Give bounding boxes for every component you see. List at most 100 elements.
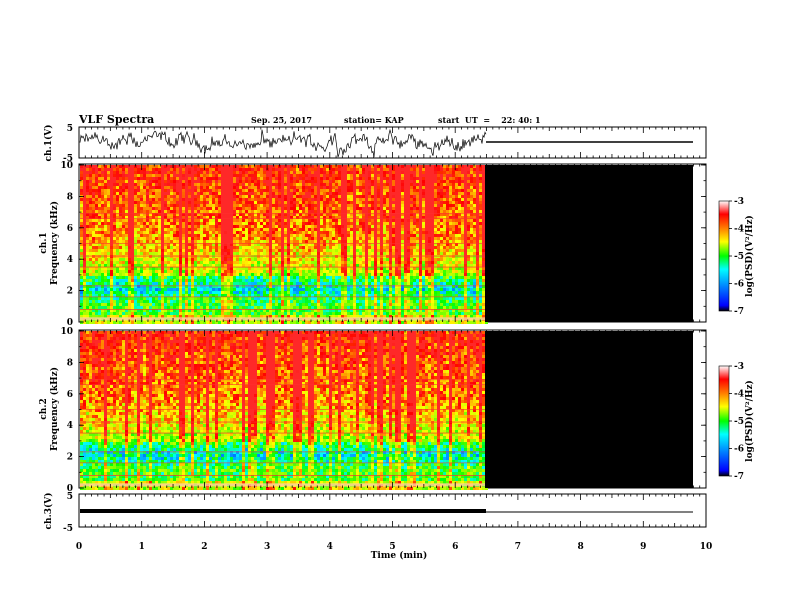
spectrogram-cell [314, 240, 317, 243]
spectrogram-cell [152, 288, 155, 291]
spectrogram-cell [245, 234, 248, 237]
spectrogram-cell [323, 189, 326, 192]
spectrogram-cell [110, 306, 113, 309]
spectrogram-cell [236, 264, 239, 267]
spectrogram-cell [254, 189, 257, 192]
spectrogram-cell [182, 294, 185, 297]
spectrogram-cell [332, 183, 335, 186]
spectrogram-cell [173, 315, 176, 318]
spectrogram-cell [170, 303, 173, 306]
spectrogram-cell [119, 222, 122, 225]
spectrogram-cell [230, 255, 233, 258]
spectrogram-cell [287, 306, 290, 309]
spectrogram-cell [170, 294, 173, 297]
spectrogram-cell [140, 267, 143, 270]
spectrogram-cell [278, 180, 281, 183]
spectrogram-cell [149, 291, 152, 294]
spectrogram-cell [227, 270, 230, 273]
spectrogram-cell [248, 198, 251, 201]
spectrogram-cell [284, 270, 287, 273]
spectrogram-cell [299, 228, 302, 231]
spectrogram-cell [215, 207, 218, 210]
spectrogram-cell [158, 258, 161, 261]
spectrogram-cell [83, 180, 86, 183]
spectrogram-cell [107, 183, 110, 186]
spectrogram-cell [128, 189, 131, 192]
spectrogram-cell [80, 315, 83, 318]
spectrogram-cell [269, 186, 272, 189]
spectrogram-cell [311, 174, 314, 177]
spectrogram-cell [209, 180, 212, 183]
spectrogram-cell [245, 210, 248, 213]
spectrogram-cell [257, 321, 260, 324]
spectrogram-cell [161, 243, 164, 246]
spectrogram-cell [239, 213, 242, 216]
spectrogram-cell [92, 294, 95, 297]
spectrogram-cell [104, 300, 107, 303]
spectrogram-cell [212, 249, 215, 252]
spectrogram-cell [92, 204, 95, 207]
spectrogram-cell [269, 222, 272, 225]
spectrogram-cell [167, 312, 170, 315]
spectrogram-cell [248, 309, 251, 312]
spectrogram-cell [344, 186, 347, 189]
spectrogram-cell [179, 285, 182, 288]
spectrogram-cell [251, 294, 254, 297]
spectrogram-cell [320, 186, 323, 189]
spectrogram-cell [317, 246, 320, 249]
spectrogram-cell [344, 294, 347, 297]
spectrogram-cell [173, 288, 176, 291]
spectrogram-cell [320, 258, 323, 261]
spectrogram-cell [86, 258, 89, 261]
spectrogram-cell [191, 186, 194, 189]
spectrogram-cell [320, 300, 323, 303]
spectrogram-cell [272, 174, 275, 177]
spectrogram-cell [89, 216, 92, 219]
spectrogram-cell [218, 321, 221, 324]
spectrogram-cell [296, 186, 299, 189]
spectrogram-cell [188, 300, 191, 303]
spectrogram-cell [293, 177, 296, 180]
spectrogram-cell [167, 315, 170, 318]
spectrogram-cell [170, 261, 173, 264]
spectrogram-cell [149, 177, 152, 180]
spectrogram-cell [233, 273, 236, 276]
spectrogram-cell [257, 255, 260, 258]
spectrogram-cell [209, 231, 212, 234]
spectrogram-cell [245, 276, 248, 279]
spectrogram-cell [320, 213, 323, 216]
spectrogram-cell [308, 303, 311, 306]
spectrogram-cell [122, 216, 125, 219]
spectrogram-cell [338, 219, 341, 222]
spectrogram-cell [296, 294, 299, 297]
spectrogram-cell [344, 273, 347, 276]
spectrogram-cell [224, 312, 227, 315]
spectrogram-cell [296, 237, 299, 240]
spectrogram-cell [152, 192, 155, 195]
spectrogram-cell [98, 285, 101, 288]
spectrogram-cell [194, 189, 197, 192]
spectrogram-cell [161, 165, 164, 168]
spectrogram-cell [128, 225, 131, 228]
spectrogram-cell [299, 258, 302, 261]
spectrogram-cell [251, 246, 254, 249]
spectrogram-cell [254, 213, 257, 216]
spectrogram-cell [329, 276, 332, 279]
spectrogram-cell [236, 228, 239, 231]
spectrogram-cell [173, 222, 176, 225]
spectrogram-cell [248, 237, 251, 240]
spectrogram-cell [227, 261, 230, 264]
spectrogram-cell [140, 282, 143, 285]
spectrogram-cell [164, 207, 167, 210]
spectrogram-cell [239, 192, 242, 195]
spectrogram-cell [95, 282, 98, 285]
spectrogram-cell [113, 288, 116, 291]
spectrogram-cell [272, 198, 275, 201]
spectrogram-cell [176, 261, 179, 264]
spectrogram-cell [137, 213, 140, 216]
spectrogram-cell [311, 234, 314, 237]
spectrogram-cell [197, 174, 200, 177]
spectrogram-cell [206, 222, 209, 225]
spectrogram-cell [188, 240, 191, 243]
spectrogram-cell [275, 261, 278, 264]
